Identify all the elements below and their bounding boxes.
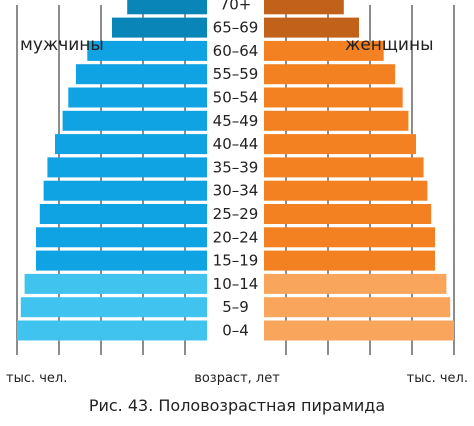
male-bar-25-29 [39,204,207,224]
male-bars [17,0,208,341]
legend-female-label: женщины [345,35,434,55]
female-bar-0-4 [264,320,454,341]
male-bar-50-54 [68,87,207,108]
age-label-65-69: 65–69 [213,19,259,37]
male-bar-10-14 [24,273,207,294]
age-label-60-64: 60–64 [213,42,259,60]
age-label-15-19: 15–19 [213,252,259,270]
female-bar-10-14 [264,273,447,294]
female-bar-65-69 [264,17,359,38]
male-bar-60-64 [87,40,207,61]
female-bar-5-9 [264,297,451,318]
grid-lines [16,5,455,355]
female-bar-25-29 [264,204,432,224]
male-bar-0-4 [17,320,207,341]
age-label-5-9: 5–9 [222,298,249,316]
male-bar-45-49 [62,110,207,131]
male-bar-55-59 [75,64,208,85]
age-label-35-39: 35–39 [213,158,259,176]
age-label-30-34: 30–34 [213,182,259,200]
male-bar-20-24 [36,227,207,248]
age-label-40-44: 40–44 [213,135,259,153]
female-bar-40-44 [264,134,416,155]
female-bar-35-39 [264,157,424,178]
x-axis-label-center: возраст, лет [194,371,280,386]
age-label-10-14: 10–14 [213,275,259,293]
female-bar-50-54 [264,87,403,108]
age-label-70: 70+ [220,0,252,13]
male-bar-70 [127,0,207,15]
male-bar-30-34 [43,180,207,201]
figure-caption: Рис. 43. Половозрастная пирамида [88,396,386,415]
female-bar-55-59 [264,64,396,85]
population-pyramid-chart: 0–4 5–9 10–14 15–19 20–24 25–29 30–34 35–39 40–4… [6,0,468,386]
legend-male-label: мужчины [20,35,104,55]
male-bar-65-69 [112,17,207,38]
female-bar-60-64 [264,40,384,61]
female-bars [264,0,454,341]
age-label-0-4: 0–4 [222,322,249,340]
female-bar-70 [264,0,344,15]
female-bar-45-49 [264,110,409,131]
female-bar-20-24 [264,227,435,248]
age-label-25-29: 25–29 [213,205,259,223]
x-axis-label-left: тыс. чел. [6,371,67,386]
female-bar-30-34 [264,180,428,201]
x-axis-label-right: тыс. чел. [407,371,468,386]
age-labels: 0–4 5–9 10–14 15–19 20–24 25–29 30–34 35–39 40–4… [213,0,259,340]
age-label-50-54: 50–54 [213,89,259,107]
male-bar-40-44 [55,134,207,155]
female-bar-15-19 [264,250,435,271]
male-bar-5-9 [20,297,207,318]
age-label-20-24: 20–24 [213,228,259,246]
male-bar-15-19 [36,250,207,271]
age-label-45-49: 45–49 [213,112,259,130]
male-bar-35-39 [47,157,208,178]
age-label-55-59: 55–59 [213,65,259,83]
